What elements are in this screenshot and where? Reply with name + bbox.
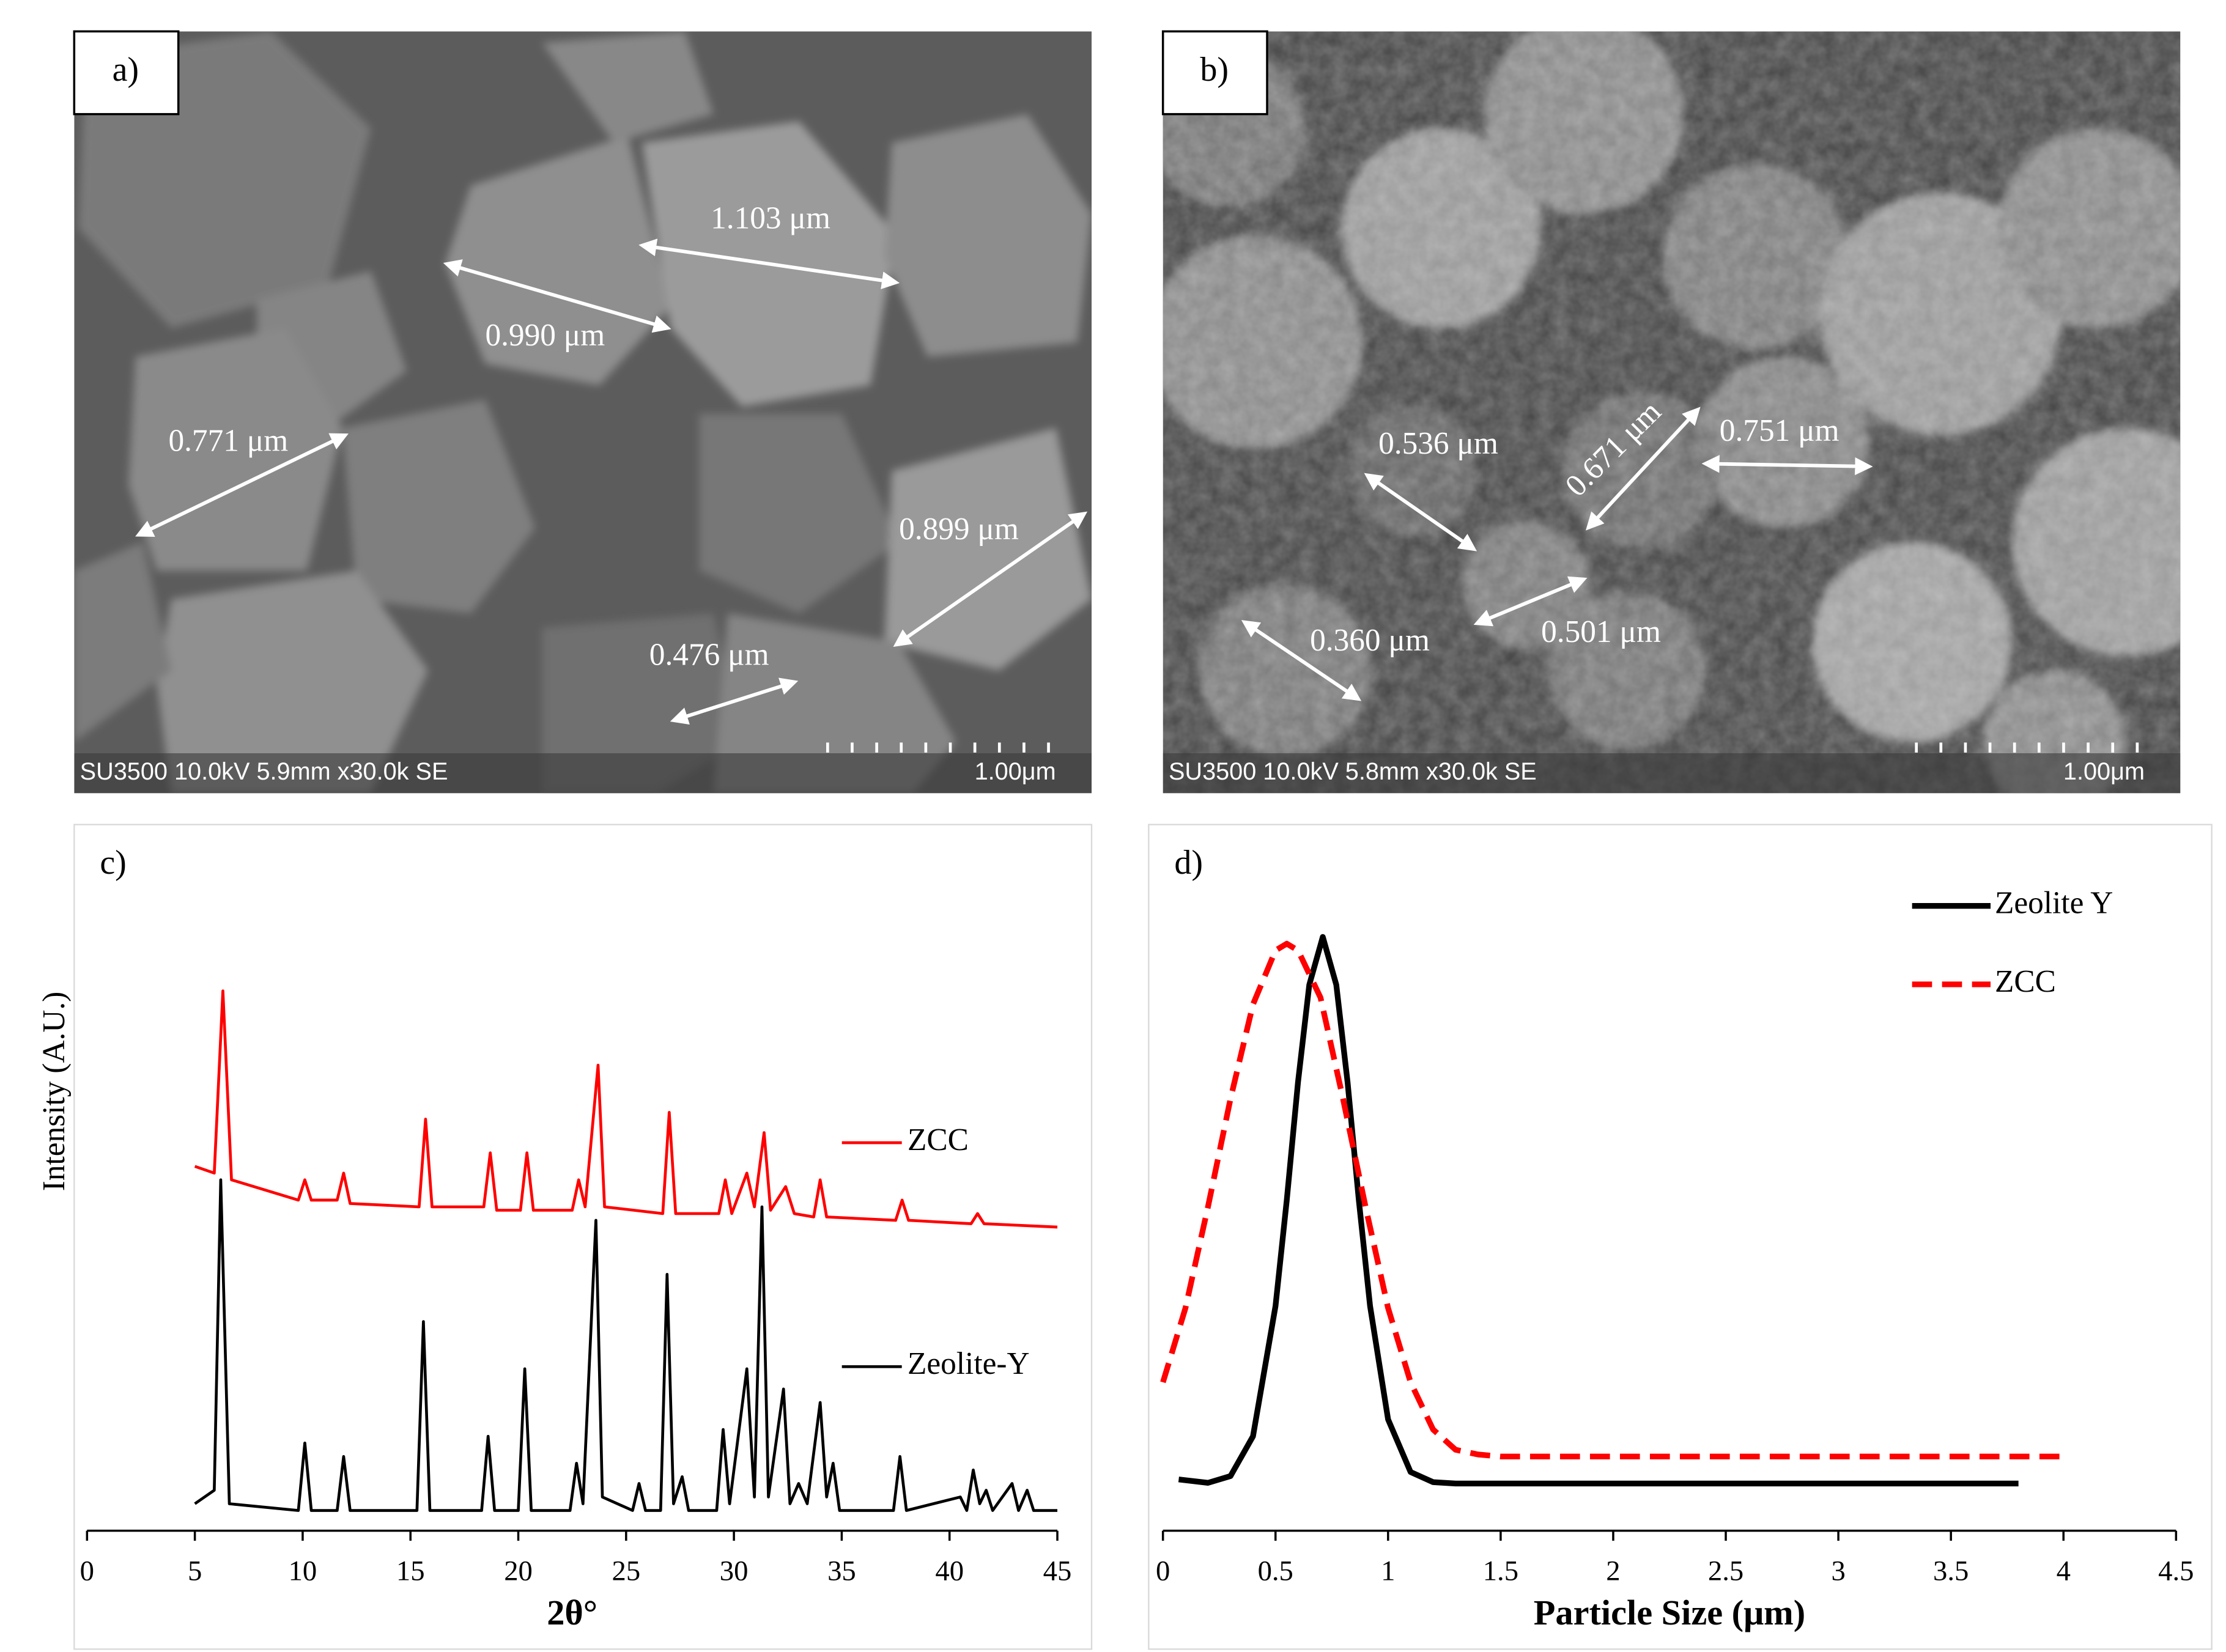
measure-label: 0.360 μm (1310, 623, 1430, 658)
panel-label-box (73, 30, 180, 116)
x-tick-label: 45 (1043, 1555, 1072, 1587)
measure-arrow (638, 238, 900, 290)
measure-label: 0.501 μm (1541, 614, 1661, 649)
x-tick-label: 15 (396, 1555, 425, 1587)
scale-bar-label: 1.00μm (2063, 758, 2145, 785)
measure-arrow (670, 677, 799, 725)
x-tick-label: 5 (188, 1555, 202, 1587)
measure-arrow (1701, 455, 1873, 476)
measure-arrow (135, 433, 349, 537)
measure-arrow (893, 511, 1088, 647)
measure-arrow (1241, 620, 1362, 701)
legend-label: Zeolite Y (1995, 885, 2113, 920)
x-tick-label: 35 (827, 1555, 856, 1587)
sem-caption: SU3500 10.0kV 5.9mm x30.0k SE (80, 758, 448, 785)
sem-image-a (74, 31, 1092, 794)
measure-label: 0.751 μm (1720, 413, 1840, 448)
x-tick-label: 0 (80, 1555, 94, 1587)
x-tick-label: 40 (935, 1555, 964, 1587)
series-line (1160, 940, 2064, 1459)
x-tick-label: 1.5 (1483, 1555, 1518, 1587)
panel-label: d) (1174, 844, 1203, 882)
x-tick-label: 0.5 (1258, 1555, 1293, 1587)
measure-label: 0.771 μm (168, 423, 288, 458)
x-tick-label: 20 (504, 1555, 533, 1587)
x-axis-label: Particle Size (μm) (1534, 1593, 1805, 1632)
panel-label: a) (113, 51, 139, 89)
legend-label: Zeolite-Y (908, 1346, 1030, 1381)
x-tick-label: 2 (1606, 1555, 1620, 1587)
measure-arrow (1586, 407, 1701, 531)
x-tick-label: 3 (1831, 1555, 1845, 1587)
measure-label: 0.476 μm (649, 637, 769, 672)
panel-frame (73, 824, 1093, 1650)
measure-label: 0.536 μm (1378, 426, 1498, 461)
x-tick-label: 4.5 (2158, 1555, 2194, 1587)
sem-image-b (1163, 31, 2181, 794)
legend-label: ZCC (1995, 964, 2056, 999)
measure-label: 0.899 μm (899, 512, 1019, 547)
x-tick-label: 3.5 (1933, 1555, 1969, 1587)
panel-label: b) (1200, 51, 1229, 89)
measure-arrow (443, 259, 671, 333)
x-tick-label: 1 (1381, 1555, 1395, 1587)
x-tick-label: 2.5 (1708, 1555, 1743, 1587)
measure-label: 1.103 μm (711, 201, 830, 235)
series-line (194, 989, 1058, 1229)
x-axis-label: 2θ° (547, 1593, 597, 1632)
sem-caption: SU3500 10.0kV 5.8mm x30.0k SE (1169, 758, 1537, 785)
measure-label: 0.990 μm (485, 318, 605, 353)
x-tick-label: 4 (2057, 1555, 2071, 1587)
series-line (1178, 934, 2019, 1487)
panel-label: c) (100, 844, 127, 882)
series-line (194, 1178, 1057, 1512)
measure-arrow (1364, 473, 1477, 551)
x-tick-label: 30 (720, 1555, 749, 1587)
panel-frame (1148, 824, 2213, 1650)
measure-arrow (1473, 576, 1588, 627)
y-axis-label: Intensity (A.U.) (37, 992, 72, 1191)
x-tick-label: 25 (612, 1555, 640, 1587)
x-tick-label: 10 (289, 1555, 317, 1587)
scale-bar-label: 1.00μm (975, 758, 1056, 785)
x-tick-label: 0 (1156, 1555, 1170, 1587)
panel-label-box (1161, 30, 1268, 116)
legend-label: ZCC (908, 1123, 969, 1157)
